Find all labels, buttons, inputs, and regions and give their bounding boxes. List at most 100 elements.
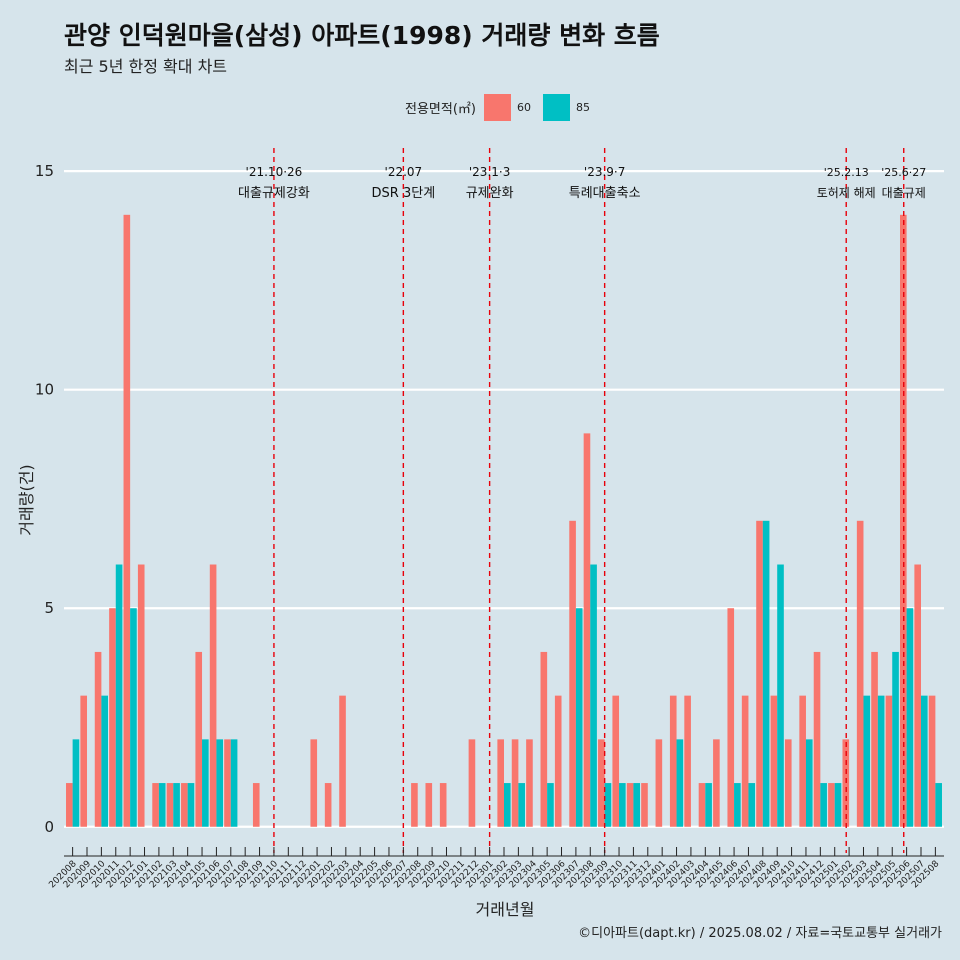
event-date-label: '23.9·7	[584, 165, 625, 179]
bar-60-202403	[684, 695, 691, 827]
bar-85-202012	[130, 608, 137, 827]
bar-60-202107	[224, 739, 231, 827]
event-name-label: 특례대출축소	[569, 186, 641, 201]
legend-label-60: 60	[516, 100, 531, 114]
bar-85-202103	[173, 783, 180, 827]
bar-60-202309	[598, 739, 605, 827]
bar-85-202408	[762, 520, 770, 827]
bar-60-202212	[468, 739, 476, 827]
bar-60-202105	[195, 651, 203, 827]
bar-60-202009	[80, 695, 88, 827]
bar-85-202008	[72, 739, 80, 827]
bar-60-202109	[252, 783, 260, 827]
bar-85-202104	[187, 783, 195, 827]
bar-85-202308	[590, 564, 597, 827]
bar-85-202501	[834, 783, 842, 827]
bar-60-202502	[842, 739, 850, 827]
bar-85-202411	[805, 739, 813, 827]
bar-85-202508	[935, 783, 942, 827]
bar-60-202407	[741, 695, 749, 827]
event-name-label: 규제완화	[466, 186, 514, 201]
bar-85-202503	[863, 695, 871, 827]
bar-60-202308	[583, 433, 591, 827]
bar-60-202504	[871, 651, 878, 827]
bar-60-202302	[497, 739, 504, 827]
bar-85-202305	[547, 783, 554, 827]
bar-60-202305	[540, 651, 548, 827]
bar-60-202404	[698, 783, 706, 827]
bar-85-202310	[619, 783, 626, 827]
bar-60-202307	[569, 520, 576, 827]
event-date-label: '23.1·3	[469, 165, 510, 179]
bar-60-202008	[66, 783, 73, 827]
bar-60-202503	[856, 520, 864, 827]
bar-60-202410	[784, 739, 792, 827]
bar-85-202505	[892, 651, 899, 827]
bar-85-202307	[575, 608, 583, 827]
legend-title: 전용면적(㎡)	[405, 101, 476, 117]
bar-60-202401	[655, 739, 663, 827]
bar-60-202210	[439, 783, 447, 827]
event-name-label: 대출규제강화	[238, 186, 310, 201]
bar-60-202412	[813, 651, 821, 827]
bar-85-202311	[633, 783, 641, 827]
legend-label-85: 85	[575, 100, 590, 114]
bar-60-202011	[109, 608, 116, 827]
bar-60-202402	[669, 695, 677, 827]
legend-swatch-85	[542, 93, 570, 121]
bar-60-202505	[885, 695, 893, 827]
bar-60-202209	[425, 783, 433, 827]
bar-60-202102	[152, 783, 159, 827]
bar-85-202303	[518, 783, 525, 827]
bar-85-202105	[202, 739, 209, 827]
bar-85-202412	[820, 783, 827, 827]
x-axis-title: 거래년월	[476, 900, 535, 919]
bar-85-202506	[906, 608, 914, 827]
bar-85-202406	[734, 783, 741, 827]
event-date-label: '25.2.13	[824, 166, 869, 179]
y-tick-label: 0	[44, 818, 54, 836]
bar-85-202102	[158, 783, 166, 827]
bar-60-202104	[181, 783, 188, 827]
bar-85-202309	[604, 783, 612, 827]
legend-swatch-60	[483, 93, 511, 121]
bar-85-202011	[115, 564, 123, 827]
bar-85-202106	[216, 739, 224, 827]
bar-60-202411	[799, 695, 806, 827]
legend: 전용면적(㎡) 60 85	[405, 93, 602, 121]
bar-60-202312	[641, 783, 648, 827]
event-name-label: 토허제 해제	[817, 186, 876, 200]
chart-title: 관양 인덕원마을(삼성) 아파트(1998) 거래량 변화 흐름	[64, 21, 660, 50]
bar-60-202303	[511, 739, 519, 827]
chart-subtitle: 최근 5년 한정 확대 차트	[64, 57, 228, 76]
bar-60-202012	[123, 214, 131, 827]
bar-85-202404	[705, 783, 712, 827]
bar-60-202406	[727, 608, 735, 827]
event-name-label: 대출규제	[882, 186, 926, 200]
bar-60-202508	[928, 695, 936, 827]
y-tick-label: 15	[35, 162, 54, 180]
bar-60-202311	[626, 783, 634, 827]
source-caption: ©디아파트(dapt.kr) / 2025.08.02 / 자료=국토교통부 실…	[578, 926, 942, 941]
event-date-label: '21.10·26	[246, 165, 303, 179]
bar-85-202302	[504, 783, 511, 827]
bar-60-202306	[554, 695, 562, 827]
event-date-label: '22.07	[385, 165, 423, 179]
bar-85-202407	[748, 783, 756, 827]
bar-85-202010	[101, 695, 108, 827]
bar-85-202107	[230, 739, 238, 827]
bar-60-202201	[310, 739, 318, 827]
bar-85-202402	[676, 739, 684, 827]
bar-60-202208	[411, 783, 418, 827]
bar-60-202010	[94, 651, 102, 827]
bar-60-202310	[612, 695, 620, 827]
bar-60-202202	[324, 783, 332, 827]
event-date-label: '25.6·27	[881, 166, 926, 179]
bar-60-202106	[209, 564, 217, 827]
bar-60-202304	[526, 739, 533, 827]
bar-60-202103	[166, 783, 174, 827]
y-axis-title: 거래량(건)	[17, 464, 36, 535]
bar-60-202408	[756, 520, 763, 827]
bar-60-202203	[339, 695, 346, 827]
